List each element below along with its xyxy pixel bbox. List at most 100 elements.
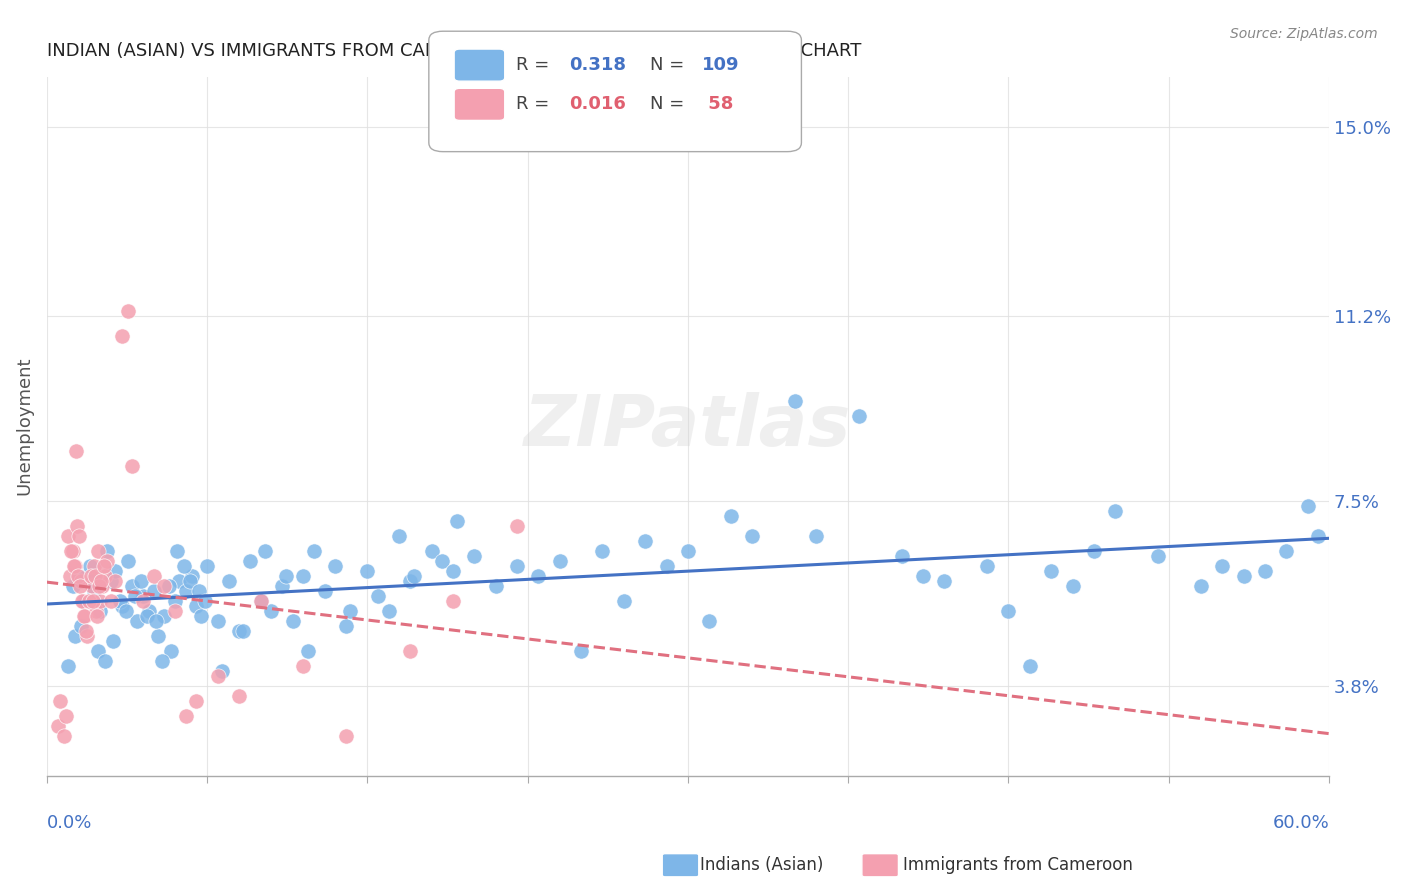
Point <box>174 708 197 723</box>
Point <box>66 569 89 583</box>
Point <box>253 544 276 558</box>
Point <box>187 583 209 598</box>
Point <box>87 544 110 558</box>
Point <box>446 514 468 528</box>
Point <box>195 558 218 573</box>
Point <box>75 624 97 638</box>
Text: Indians (Asian): Indians (Asian) <box>700 856 824 874</box>
Point <box>463 549 485 563</box>
Point <box>62 544 84 558</box>
Point <box>86 608 108 623</box>
Point <box>1232 569 1254 583</box>
Point <box>165 594 187 608</box>
Point <box>281 614 304 628</box>
Point <box>136 608 159 623</box>
Point <box>934 574 956 588</box>
Point <box>697 614 720 628</box>
Text: R =: R = <box>516 56 555 74</box>
Point <box>80 574 103 588</box>
Point <box>218 574 240 588</box>
Text: N =: N = <box>650 56 689 74</box>
Point <box>77 594 100 608</box>
Point <box>232 624 254 638</box>
Point <box>62 558 84 573</box>
Point <box>82 594 104 608</box>
Point <box>79 558 101 573</box>
Point <box>634 533 657 548</box>
Point <box>132 594 155 608</box>
Point <box>174 583 197 598</box>
Point <box>83 583 105 598</box>
Point <box>741 529 763 543</box>
Point <box>190 608 212 623</box>
Point <box>153 608 176 623</box>
Point <box>194 594 217 608</box>
Point <box>80 579 103 593</box>
Point <box>55 708 77 723</box>
Text: ZIPatlas: ZIPatlas <box>524 392 852 460</box>
Point <box>46 718 69 732</box>
Point <box>613 594 636 608</box>
Point <box>70 594 93 608</box>
Point <box>125 614 148 628</box>
Point <box>420 544 443 558</box>
Point <box>186 599 208 613</box>
Point <box>117 554 139 568</box>
Point <box>1147 549 1170 563</box>
Point <box>150 654 173 668</box>
Point <box>441 564 464 578</box>
Point <box>335 619 357 633</box>
Point <box>93 558 115 573</box>
Point <box>173 558 195 573</box>
Point <box>207 668 229 682</box>
Point <box>111 329 134 343</box>
Point <box>111 599 134 613</box>
Point <box>70 574 93 588</box>
Point <box>890 549 912 563</box>
Text: 0.318: 0.318 <box>569 56 627 74</box>
Point <box>249 594 271 608</box>
Point <box>63 629 86 643</box>
Point <box>367 589 389 603</box>
Text: INDIAN (ASIAN) VS IMMIGRANTS FROM CAMEROON UNEMPLOYMENT CORRELATION CHART: INDIAN (ASIAN) VS IMMIGRANTS FROM CAMERO… <box>46 42 862 60</box>
Point <box>79 594 101 608</box>
Point <box>292 658 315 673</box>
Point <box>104 564 127 578</box>
Point <box>101 633 124 648</box>
Point <box>80 569 103 583</box>
Point <box>121 458 143 473</box>
Point <box>527 569 550 583</box>
Point <box>239 554 262 568</box>
Point <box>67 569 90 583</box>
Point <box>783 394 806 409</box>
Point <box>75 608 97 623</box>
Point <box>53 729 76 743</box>
Point <box>169 574 191 588</box>
Point <box>1296 499 1319 513</box>
Point <box>276 569 298 583</box>
Point <box>506 519 529 533</box>
Point <box>399 574 422 588</box>
Point <box>83 558 105 573</box>
Point <box>108 594 131 608</box>
Point <box>100 574 122 588</box>
Point <box>314 583 336 598</box>
Point <box>72 594 94 608</box>
Text: N =: N = <box>650 95 689 113</box>
Point <box>179 574 201 588</box>
Point <box>84 569 107 583</box>
Point <box>145 614 167 628</box>
Point <box>1083 544 1105 558</box>
Text: R =: R = <box>516 95 555 113</box>
Point <box>166 544 188 558</box>
Text: 0.0%: 0.0% <box>46 814 93 832</box>
Point <box>228 689 250 703</box>
Point <box>132 589 155 603</box>
Point <box>146 629 169 643</box>
Point <box>260 604 283 618</box>
Point <box>87 643 110 657</box>
Point <box>404 569 426 583</box>
Point <box>207 614 229 628</box>
Point <box>432 554 454 568</box>
Point <box>271 579 294 593</box>
